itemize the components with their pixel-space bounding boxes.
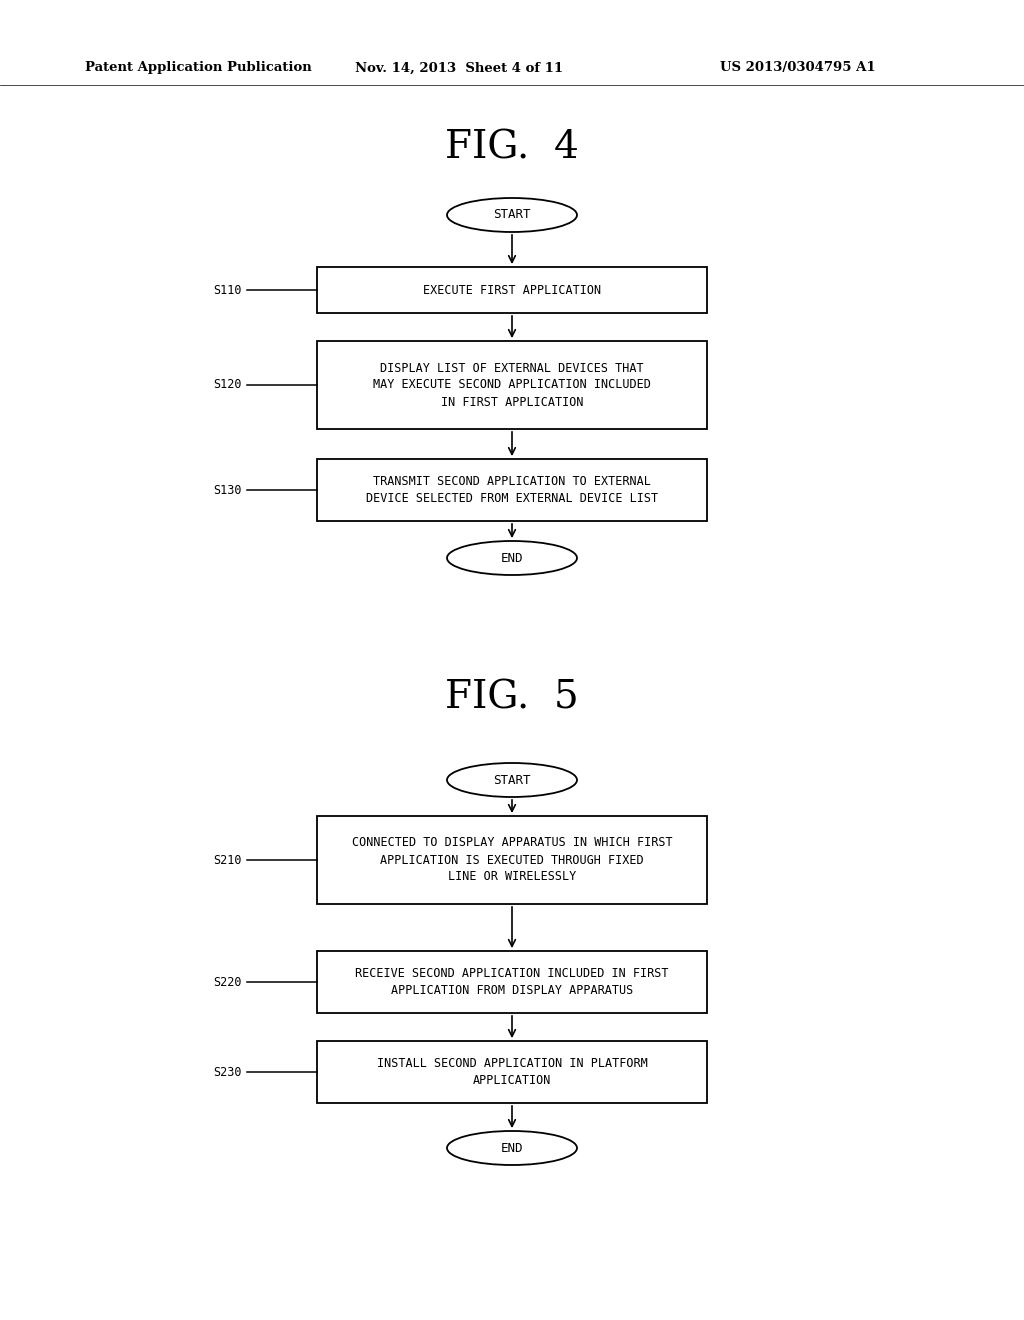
Ellipse shape bbox=[447, 198, 577, 232]
Text: END: END bbox=[501, 552, 523, 565]
Bar bbox=[317, 950, 707, 1012]
Text: START: START bbox=[494, 209, 530, 222]
Text: S130: S130 bbox=[213, 483, 242, 496]
Ellipse shape bbox=[447, 763, 577, 797]
Text: DISPLAY LIST OF EXTERNAL DEVICES THAT
MAY EXECUTE SECOND APPLICATION INCLUDED
IN: DISPLAY LIST OF EXTERNAL DEVICES THAT MA… bbox=[373, 362, 651, 408]
Text: FIG.  5: FIG. 5 bbox=[445, 680, 579, 717]
Text: Nov. 14, 2013  Sheet 4 of 11: Nov. 14, 2013 Sheet 4 of 11 bbox=[355, 62, 563, 74]
Text: START: START bbox=[494, 774, 530, 787]
Text: S210: S210 bbox=[213, 854, 242, 866]
Text: S110: S110 bbox=[213, 284, 242, 297]
Text: RECEIVE SECOND APPLICATION INCLUDED IN FIRST
APPLICATION FROM DISPLAY APPARATUS: RECEIVE SECOND APPLICATION INCLUDED IN F… bbox=[355, 968, 669, 997]
Text: END: END bbox=[501, 1142, 523, 1155]
Bar bbox=[317, 267, 707, 313]
Bar bbox=[317, 1041, 707, 1104]
Text: INSTALL SECOND APPLICATION IN PLATFORM
APPLICATION: INSTALL SECOND APPLICATION IN PLATFORM A… bbox=[377, 1057, 647, 1086]
Text: EXECUTE FIRST APPLICATION: EXECUTE FIRST APPLICATION bbox=[423, 284, 601, 297]
Bar bbox=[317, 459, 707, 521]
Ellipse shape bbox=[447, 1131, 577, 1166]
Text: TRANSMIT SECOND APPLICATION TO EXTERNAL
DEVICE SELECTED FROM EXTERNAL DEVICE LIS: TRANSMIT SECOND APPLICATION TO EXTERNAL … bbox=[366, 475, 658, 506]
Text: Patent Application Publication: Patent Application Publication bbox=[85, 62, 311, 74]
Bar bbox=[317, 341, 707, 429]
Text: CONNECTED TO DISPLAY APPARATUS IN WHICH FIRST
APPLICATION IS EXECUTED THROUGH FI: CONNECTED TO DISPLAY APPARATUS IN WHICH … bbox=[351, 837, 673, 883]
Text: FIG.  4: FIG. 4 bbox=[445, 129, 579, 166]
Bar bbox=[317, 816, 707, 904]
Text: S220: S220 bbox=[213, 975, 242, 989]
Ellipse shape bbox=[447, 541, 577, 576]
Text: US 2013/0304795 A1: US 2013/0304795 A1 bbox=[720, 62, 876, 74]
Text: S120: S120 bbox=[213, 379, 242, 392]
Text: S230: S230 bbox=[213, 1065, 242, 1078]
